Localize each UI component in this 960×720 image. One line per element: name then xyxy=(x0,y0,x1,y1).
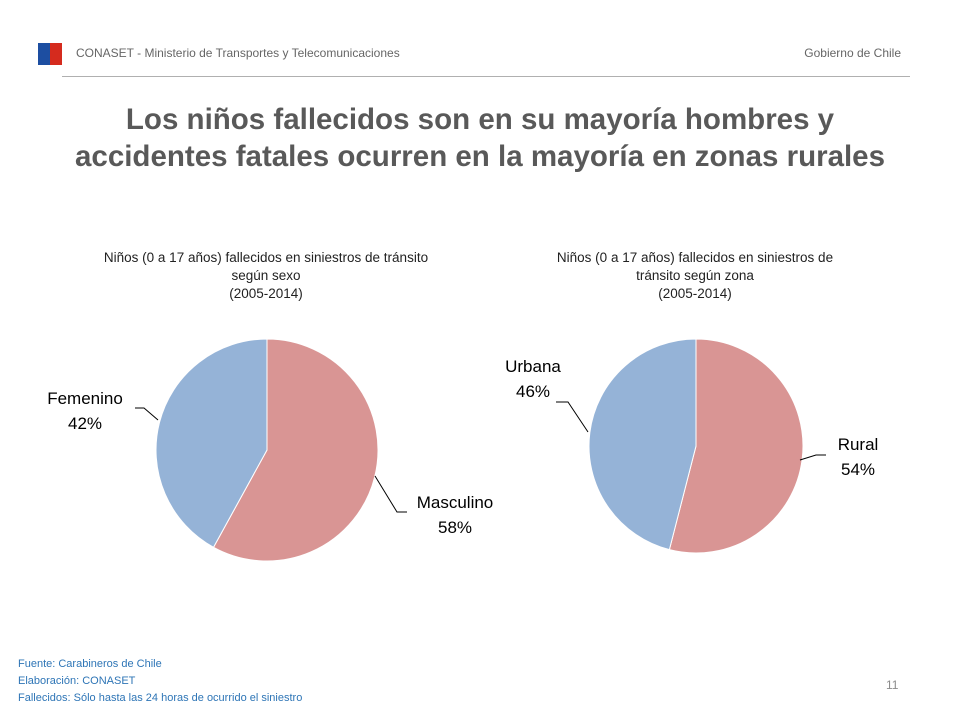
page-number: 11 xyxy=(886,678,899,692)
chart-zona-title-line-1: Niños (0 a 17 años) fallecidos en sinies… xyxy=(556,250,834,265)
pie-sexo-percent-masculino: 58% xyxy=(438,518,472,537)
logo-blue-bar xyxy=(38,43,50,65)
logo-red-bar xyxy=(50,43,62,65)
pie-zona-leader-urbana xyxy=(556,401,589,433)
footer-source: Fuente: Carabineros de Chile xyxy=(18,658,162,670)
header-divider xyxy=(62,76,910,77)
pie-zona-percent-urbana: 46% xyxy=(516,382,550,401)
pie-sexo-leader-masculino xyxy=(374,475,407,513)
pie-zona-label-urbana: Urbana xyxy=(505,357,561,376)
pie-sexo-slice-femenino xyxy=(155,338,268,548)
pie-sexo-percent-femenino: 42% xyxy=(68,414,102,433)
footer-notes: Fuente: Carabineros de Chile Elaboración… xyxy=(18,656,302,707)
chart-zona-title-line-2: tránsito según zona xyxy=(636,268,754,283)
pie-zona-slice-urbana xyxy=(588,338,697,551)
chart-zona-title: Niños (0 a 17 años) fallecidos en sinies… xyxy=(490,249,900,303)
chart-sexo-title-line-3: (2005-2014) xyxy=(229,286,303,301)
pie-sexo-slice-masculino xyxy=(212,338,379,562)
footer-elaboration: Elaboración: CONASET xyxy=(18,675,136,687)
gobierno-de-chile-logo xyxy=(38,43,62,65)
chart-zona-title-line-3: (2005-2014) xyxy=(658,286,732,301)
pie-sexo-label-masculino: Masculino xyxy=(417,493,494,512)
header-organization: CONASET - Ministerio de Transportes y Te… xyxy=(76,46,400,60)
pie-zona-leader-rural xyxy=(799,454,826,461)
slide-title-line-1: Los niños fallecidos son en su mayoría h… xyxy=(125,103,835,136)
pie-zona-label-rural: Rural xyxy=(838,435,879,454)
slide-title-line-2: accidentes fatales ocurren en la mayoría… xyxy=(75,140,885,173)
chart-sexo-title-line-2: según sexo xyxy=(231,268,301,283)
chart-sexo-title: Niños (0 a 17 años) fallecidos en sinies… xyxy=(56,249,476,303)
footer-definition: Fallecidos: Sólo hasta las 24 horas de o… xyxy=(18,692,303,704)
slide-title: Los niños fallecidos son en su mayoría h… xyxy=(40,101,920,175)
pie-zona-percent-rural: 54% xyxy=(841,460,875,479)
header-government: Gobierno de Chile xyxy=(804,46,901,60)
pie-sexo-leader-femenino xyxy=(135,407,159,421)
chart-sexo-title-line-1: Niños (0 a 17 años) fallecidos en sinies… xyxy=(103,250,429,265)
pie-sexo-label-femenino: Femenino xyxy=(47,389,123,408)
